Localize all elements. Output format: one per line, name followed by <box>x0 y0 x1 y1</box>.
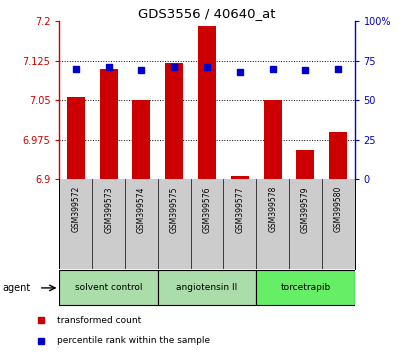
Bar <box>132 100 150 179</box>
Bar <box>296 150 314 179</box>
Text: GSM399573: GSM399573 <box>104 186 113 233</box>
Bar <box>198 27 216 179</box>
Bar <box>157 270 256 306</box>
Bar <box>99 69 117 179</box>
Bar <box>165 63 183 179</box>
Text: agent: agent <box>2 283 30 293</box>
Bar <box>263 100 281 179</box>
Bar <box>59 270 157 306</box>
Bar <box>67 97 85 179</box>
Bar <box>230 176 248 179</box>
Text: GSM399579: GSM399579 <box>300 186 309 233</box>
Text: torcetrapib: torcetrapib <box>280 282 330 292</box>
Bar <box>328 132 346 179</box>
Text: GSM399572: GSM399572 <box>71 186 80 233</box>
Text: GSM399574: GSM399574 <box>137 186 146 233</box>
Text: percentile rank within the sample: percentile rank within the sample <box>57 336 210 345</box>
Text: GSM399576: GSM399576 <box>202 186 211 233</box>
Bar <box>256 270 354 306</box>
Title: GDS3556 / 40640_at: GDS3556 / 40640_at <box>138 7 275 20</box>
Text: GSM399575: GSM399575 <box>169 186 178 233</box>
Text: transformed count: transformed count <box>57 316 141 325</box>
Text: angiotensin II: angiotensin II <box>176 282 237 292</box>
Text: GSM399577: GSM399577 <box>235 186 244 233</box>
Text: solvent control: solvent control <box>75 282 142 292</box>
Text: GSM399580: GSM399580 <box>333 186 342 233</box>
Text: GSM399578: GSM399578 <box>267 186 276 233</box>
